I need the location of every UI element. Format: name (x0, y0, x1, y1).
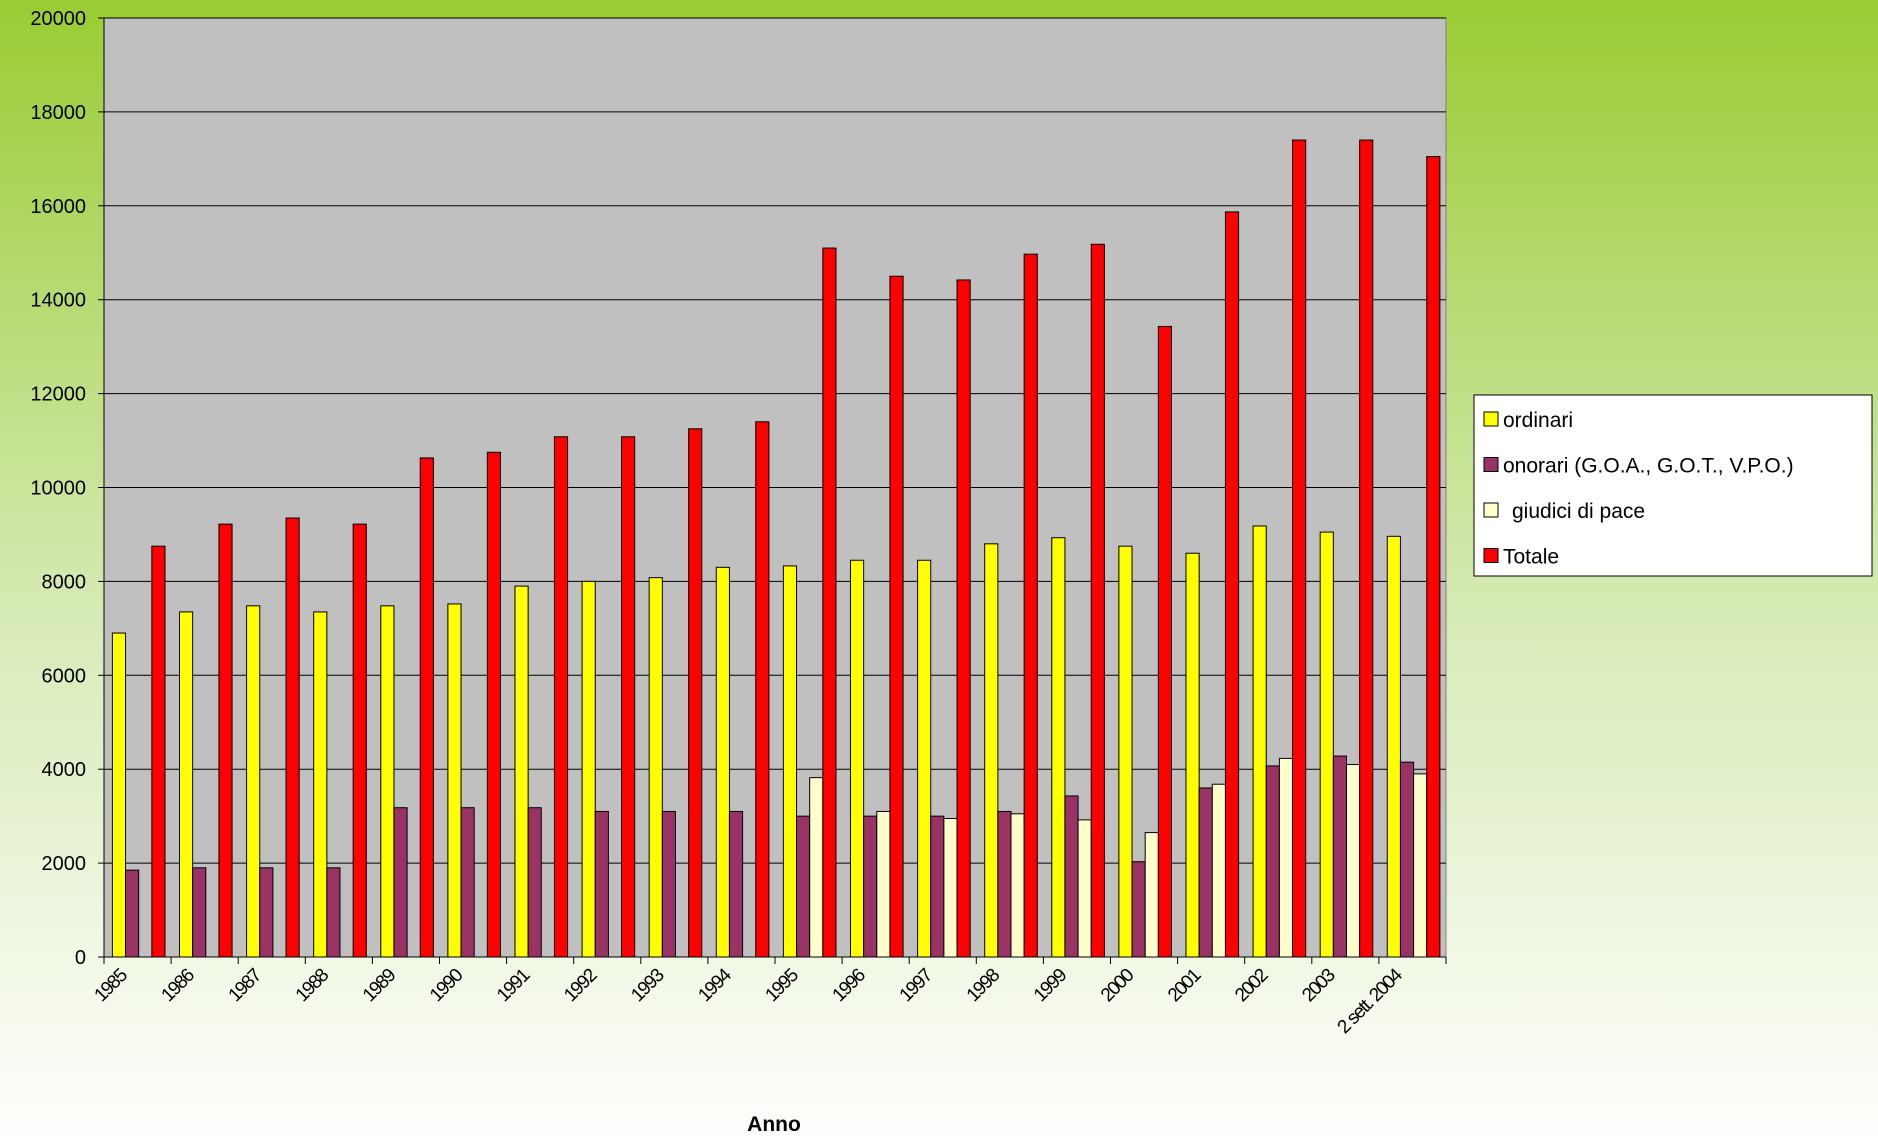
bar (822, 247, 837, 958)
legend-label: onorari (G.O.A., G.O.T., V.P.O.) (1503, 455, 1794, 478)
bar (782, 565, 798, 958)
bar (594, 810, 609, 958)
bar (192, 867, 207, 958)
legend-label: giudici di pace (1512, 500, 1645, 523)
bar (581, 580, 596, 958)
bar (259, 867, 274, 958)
bar (419, 457, 434, 958)
bar (1118, 545, 1133, 958)
legend (1473, 394, 1873, 577)
bar (930, 815, 945, 958)
bar (1413, 773, 1428, 958)
legend-swatch (1483, 502, 1499, 518)
bar (984, 543, 999, 958)
bar (1319, 531, 1334, 958)
bar (527, 807, 542, 958)
bar (1198, 787, 1213, 958)
bar (809, 777, 824, 958)
bar (997, 810, 1012, 958)
bar (218, 523, 233, 958)
bar (553, 436, 569, 958)
y-tick-label: 4000 (42, 759, 87, 781)
bar (352, 523, 367, 958)
bar (889, 275, 904, 958)
bar (393, 807, 408, 958)
bar (1157, 325, 1172, 958)
bar (460, 807, 475, 958)
bar (1332, 755, 1347, 958)
bar (447, 603, 462, 958)
bar (1252, 525, 1267, 958)
y-tick-label: 16000 (30, 196, 86, 218)
bar (111, 632, 127, 958)
bar (1144, 832, 1159, 958)
y-tick-label: 14000 (30, 290, 86, 312)
bar (661, 810, 676, 958)
bar (943, 817, 958, 958)
bar (1265, 765, 1280, 958)
bar (956, 279, 971, 958)
bar (1292, 139, 1307, 958)
bar (1345, 764, 1361, 958)
bar (1426, 156, 1441, 958)
bar (917, 559, 932, 958)
bar (1051, 537, 1066, 958)
legend-label: ordinari (1503, 409, 1573, 432)
bar (285, 517, 300, 958)
y-tick-label: 8000 (42, 571, 87, 593)
y-tick-label: 6000 (42, 665, 87, 687)
bar (514, 585, 529, 958)
bar (796, 815, 811, 958)
bar (1185, 552, 1200, 958)
y-tick-label: 2000 (42, 853, 87, 875)
bar (863, 815, 878, 958)
legend-swatch (1483, 457, 1499, 472)
bar (1399, 761, 1415, 958)
bar (151, 545, 166, 958)
bar (178, 611, 194, 958)
y-tick-label: 10000 (30, 478, 86, 500)
legend-label: Totale (1503, 546, 1559, 569)
bar (1278, 757, 1294, 958)
bar (1064, 795, 1079, 958)
bar (246, 605, 261, 958)
bar (1023, 253, 1038, 958)
bar (486, 451, 501, 958)
y-tick-label: 0 (75, 947, 86, 969)
bar (1077, 819, 1092, 958)
y-tick-label: 12000 (30, 384, 86, 406)
bar (755, 421, 770, 958)
bar (849, 559, 865, 958)
y-tick-label: 20000 (30, 8, 86, 30)
legend-swatch (1483, 411, 1499, 427)
y-tick-label: 18000 (30, 102, 86, 124)
bar (1010, 813, 1025, 958)
legend-swatch (1483, 548, 1499, 563)
x-axis-label: Anno (747, 1113, 801, 1136)
bar (876, 810, 891, 958)
bar (125, 869, 140, 958)
bar (688, 428, 703, 958)
bar (380, 605, 395, 958)
bar (326, 867, 341, 958)
bar (715, 566, 730, 958)
bar (1090, 243, 1105, 958)
bar (621, 436, 636, 958)
bar (1224, 211, 1240, 958)
bar (1211, 783, 1226, 958)
bar (1131, 861, 1146, 958)
bar (728, 810, 744, 958)
bar (1386, 535, 1401, 958)
bar (313, 611, 328, 958)
bar (1359, 139, 1374, 958)
bar (648, 577, 663, 958)
